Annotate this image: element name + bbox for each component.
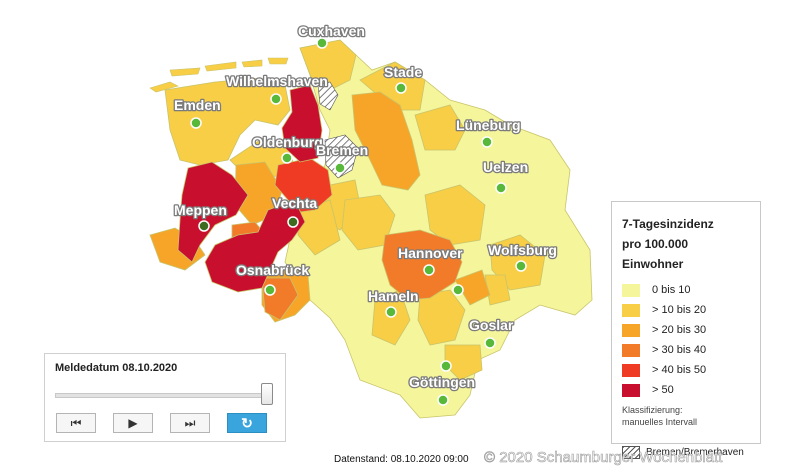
city-marker[interactable] [385,306,397,318]
legend-item-label: > 30 bis 40 [652,344,707,356]
city-label-uelzen: Uelzen [483,159,528,175]
legend-title-line1: 7-Tagesinzidenz [622,217,714,231]
city-label-stade: Stade [384,64,422,80]
legend-item-label: > 20 bis 30 [652,324,707,336]
legend-item: > 50 [622,380,750,400]
city-labels: Cuxhaven Wilhelmshaven Stade Emden Lüneb… [173,22,559,392]
legend-item: 0 bis 10 [622,280,750,300]
legend-items: 0 bis 10 > 10 bis 20 > 20 bis 30 > 30 bi… [622,280,750,400]
bremen-hatched [317,81,359,179]
city-marker[interactable] [440,360,452,372]
city-label-lueneburg: Lüneburg [456,117,521,133]
legend-swatch [622,303,640,317]
city-marker[interactable] [334,162,346,174]
city-marker[interactable] [423,264,435,276]
city-label-bremen: Bremen [316,142,368,158]
legend-note-line1: Klassifizierung: [622,405,683,415]
skip-forward-icon: ⏭ [184,416,196,430]
city-marker[interactable] [316,37,328,49]
city-label-goettingen: Göttingen [409,374,475,390]
city-markers [190,37,527,406]
legend-note: Klassifizierung: manuelles Intervall [622,404,750,428]
city-label-cuxhaven: Cuxhaven [298,23,365,39]
player-date-label: Meldedatum 08.10.2020 [55,362,178,374]
city-label-vechta: Vechta [272,195,317,211]
legend-hatch-item: Bremen/Bremerhaven [622,446,750,459]
legend-item: > 40 bis 50 [622,360,750,380]
legend-item: > 20 bis 30 [622,320,750,340]
date-slider-track[interactable] [55,393,269,398]
reload-button[interactable]: ↻ [227,413,267,433]
city-label-meppen: Meppen [174,202,227,218]
skip-to-start-button[interactable]: ⏮ [56,413,96,433]
legend-swatch [622,383,640,397]
legend-swatch [622,363,640,377]
city-marker[interactable] [481,136,493,148]
legend-swatch [622,343,640,357]
date-slider-thumb[interactable] [261,383,273,405]
city-label-osnabrueck: Osnabrück [236,262,309,278]
city-marker[interactable] [515,260,527,272]
regions-10-20 [164,39,546,381]
legend-swatch [622,323,640,337]
legend-item-label: > 10 bis 20 [652,304,707,316]
city-marker[interactable] [270,93,282,105]
city-marker[interactable] [190,117,202,129]
skip-back-icon: ⏮ [70,416,82,430]
city-marker[interactable] [198,220,210,232]
legend-item-label: > 50 [652,384,674,396]
city-label-goslar: Goslar [469,317,514,333]
city-marker[interactable] [437,394,449,406]
play-button[interactable]: ▶ [113,413,153,433]
city-label-wilhelmshaven: Wilhelmshaven [226,73,328,89]
date-player: Meldedatum 08.10.2020 ⏮ ▶ ⏭ ↻ [44,353,286,442]
city-label-hannover: Hannover [398,245,463,261]
city-marker[interactable] [495,182,507,194]
islands [149,57,289,93]
city-label-oldenburg: Oldenburg [252,134,323,150]
city-label-emden: Emden [174,97,221,113]
hatch-swatch [622,446,640,459]
play-icon: ▶ [128,416,138,430]
city-marker[interactable] [281,152,293,164]
legend-item: > 30 bis 40 [622,340,750,360]
city-marker[interactable] [264,284,276,296]
legend-item-label: 0 bis 10 [652,284,691,296]
legend-item: > 10 bis 20 [622,300,750,320]
skip-to-end-button[interactable]: ⏭ [170,413,210,433]
legend-note-line2: manuelles Intervall [622,417,698,427]
legend-title-line2: pro 100.000 Einwohner [622,237,689,271]
city-marker[interactable] [484,337,496,349]
city-label-hameln: Hameln [368,288,419,304]
legend-item-label: > 40 bis 50 [652,364,707,376]
watermark: © 2020 Schaumburger Wochenblatt [484,449,723,467]
city-marker[interactable] [287,216,299,228]
city-marker[interactable] [452,284,464,296]
reload-icon: ↻ [241,415,253,431]
regions-above-50 [177,84,323,293]
legend: 7-Tagesinzidenz pro 100.000 Einwohner 0 … [611,201,761,459]
legend-swatch [622,283,640,297]
datenstand-text: Datenstand: 08.10.2020 09:00 [334,454,469,465]
regions-40-50 [274,157,333,213]
hatch-label: Bremen/Bremerhaven [646,447,744,458]
city-marker[interactable] [395,82,407,94]
city-label-wolfsburg: Wolfsburg [488,242,557,258]
